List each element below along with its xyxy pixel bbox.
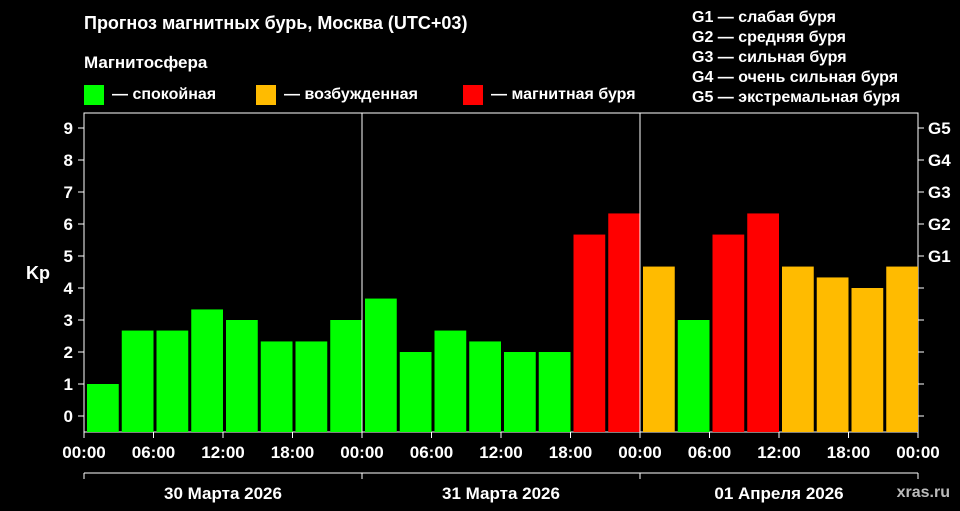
- x-tick-label: 12:00: [757, 443, 800, 462]
- g-scale-item: G1 — слабая буря: [692, 9, 837, 26]
- x-tick-label: 18:00: [549, 443, 592, 462]
- chart-title: Прогноз магнитных бурь, Москва (UTC+03): [84, 13, 468, 33]
- y-tick-label: 5: [64, 247, 73, 266]
- legend-active-label: — возбужденная: [284, 86, 418, 103]
- kp-bar: [643, 266, 675, 432]
- x-tick-label: 06:00: [410, 443, 453, 462]
- legend-active: — возбужденная: [256, 85, 418, 105]
- g-tick-label: G1: [928, 247, 951, 266]
- g-scale-item: G2 — средняя буря: [692, 29, 846, 46]
- y-tick-label: 3: [64, 311, 73, 330]
- kp-bar: [191, 309, 223, 432]
- x-tick-label: 18:00: [827, 443, 870, 462]
- y-tick-label: 2: [64, 343, 73, 362]
- kp-bar: [851, 288, 884, 432]
- kp-bar: [712, 234, 745, 432]
- legend-storm: — магнитная буря: [463, 85, 636, 105]
- kp-bar: [156, 330, 189, 432]
- y-tick-label: 0: [64, 407, 73, 426]
- g-scale-item: G5 — экстремальная буря: [692, 89, 901, 106]
- y-tick-label: 9: [64, 119, 73, 138]
- kp-bar: [295, 341, 328, 432]
- kp-bar: [399, 352, 432, 432]
- kp-bar: [469, 341, 501, 432]
- kp-bar: [886, 266, 918, 432]
- x-tick-label: 00:00: [340, 443, 383, 462]
- kp-bar: [434, 330, 467, 432]
- kp-bar: [87, 384, 119, 432]
- x-tick-label: 00:00: [896, 443, 939, 462]
- kp-bar: [365, 298, 397, 432]
- legend-storm-label: — магнитная буря: [491, 86, 636, 103]
- g-tick-label: G5: [928, 119, 951, 138]
- kp-bar: [121, 330, 154, 432]
- g-scale-item: G4 — очень сильная буря: [692, 69, 899, 86]
- kp-bar: [538, 352, 571, 432]
- legend-quiet-swatch: [84, 85, 104, 105]
- g-scale-item: G3 — сильная буря: [692, 49, 847, 66]
- legend-title: Магнитосфера: [84, 53, 208, 72]
- x-tick-label: 00:00: [62, 443, 105, 462]
- g-scale-legend: G1 — слабая буря G2 — средняя буря G3 — …: [692, 8, 900, 108]
- y-tick-label: 4: [64, 279, 74, 298]
- legend-active-swatch: [256, 85, 276, 105]
- legend-quiet: — спокойная: [84, 85, 216, 105]
- kp-bar: [573, 234, 606, 432]
- kp-bar: [677, 320, 710, 432]
- watermark: xras.ru: [896, 484, 950, 501]
- kp-bar: [330, 320, 362, 432]
- x-tick-label: 12:00: [201, 443, 244, 462]
- day-label: 01 Апреля 2026: [714, 484, 843, 503]
- x-tick-label: 12:00: [479, 443, 522, 462]
- kp-bar: [816, 277, 849, 432]
- y-tick-label: 7: [64, 183, 73, 202]
- legend-storm-swatch: [463, 85, 483, 105]
- kp-bar: [260, 341, 293, 432]
- y-axis-label: Kp: [26, 263, 50, 283]
- kp-bar: [608, 213, 640, 432]
- kp-bar: [747, 213, 779, 432]
- legend-quiet-label: — спокойная: [112, 86, 217, 103]
- g-tick-label: G2: [928, 215, 951, 234]
- y-tick-label: 1: [64, 375, 73, 394]
- y-tick-label: 8: [64, 151, 73, 170]
- x-tick-label: 06:00: [132, 443, 175, 462]
- g-tick-label: G4: [928, 151, 951, 170]
- y-tick-label: 6: [64, 215, 73, 234]
- g-tick-label: G3: [928, 183, 951, 202]
- kp-bar: [226, 320, 258, 432]
- kp-bar: [782, 266, 814, 432]
- x-tick-label: 18:00: [271, 443, 314, 462]
- x-tick-label: 06:00: [688, 443, 731, 462]
- x-tick-label: 00:00: [618, 443, 661, 462]
- day-label: 30 Марта 2026: [164, 484, 282, 503]
- day-label: 31 Марта 2026: [442, 484, 560, 503]
- kp-bar: [504, 352, 536, 432]
